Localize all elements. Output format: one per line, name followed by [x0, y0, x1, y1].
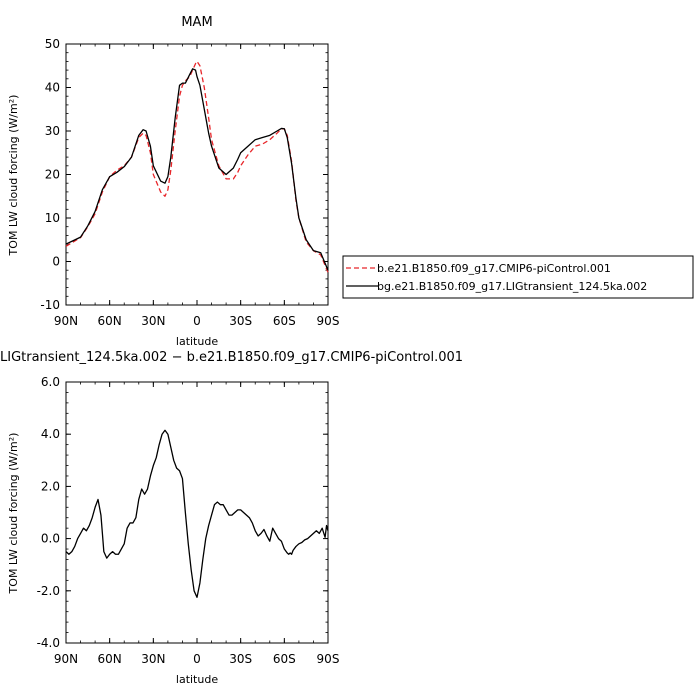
y-tick-label: -10: [40, 298, 60, 312]
y-tick-label: 2.0: [41, 479, 60, 493]
top-y-axis-title: TOM LW cloud forcing (W/m²): [7, 95, 20, 257]
legend-box: [342, 255, 694, 299]
series-line-transient: [65, 68, 329, 271]
bottom-panel: LIGtransient_124.5ka.002 − b.e21.B1850.f…: [0, 350, 463, 686]
y-tick-label: 30: [45, 124, 60, 138]
legend-label-control: b.e21.B1850.f09_g17.CMIP6-piControl.001: [377, 262, 611, 275]
legend: b.e21.B1850.f09_g17.CMIP6-piControl.001 …: [342, 255, 694, 299]
y-tick-label: 50: [45, 37, 60, 51]
y-tick-label: 10: [45, 211, 60, 225]
x-tick-label: 60S: [273, 652, 296, 666]
x-tick-label: 60N: [98, 314, 122, 328]
series-line-control: [65, 60, 329, 273]
x-tick-label: 0: [193, 314, 201, 328]
bottom-y-axis-title: TOM LW cloud forcing (W/m²): [7, 433, 20, 595]
y-tick-label: 0: [52, 255, 60, 269]
y-tick-label: 40: [45, 81, 60, 95]
x-tick-label: 90N: [54, 314, 78, 328]
x-tick-label: 30N: [141, 314, 165, 328]
x-tick-label: 0: [193, 652, 201, 666]
y-tick-label: 0.0: [41, 532, 60, 546]
x-tick-label: 90S: [317, 314, 340, 328]
y-tick-label: -4.0: [37, 636, 60, 650]
bottom-plot-frame: [65, 381, 329, 644]
top-panel-title: MAM: [181, 15, 212, 30]
x-tick-label: 30S: [229, 652, 252, 666]
top-panel: MAM -10 0 10 20 30 40 50 90N 60N 30N 0 30S 60S 90S l…: [7, 15, 339, 348]
x-tick-label: 60N: [98, 652, 122, 666]
top-x-axis-title: latitude: [176, 335, 218, 348]
legend-label-transient: bg.e21.B1850.f09_g17.LIGtransient_124.5k…: [377, 280, 647, 293]
bottom-panel-title: LIGtransient_124.5ka.002 − b.e21.B1850.f…: [0, 350, 463, 365]
y-tick-label: 20: [45, 168, 60, 182]
y-tick-label: -2.0: [37, 584, 60, 598]
y-tick-label: 6.0: [41, 375, 60, 389]
top-plot-frame: [65, 43, 329, 306]
x-tick-label: 30S: [229, 314, 252, 328]
x-tick-label: 30N: [141, 652, 165, 666]
bottom-x-axis-title: latitude: [176, 673, 218, 686]
x-tick-label: 90N: [54, 652, 78, 666]
x-tick-label: 90S: [317, 652, 340, 666]
x-tick-label: 60S: [273, 314, 296, 328]
y-tick-label: 4.0: [41, 427, 60, 441]
series-line-difference: [65, 429, 329, 598]
